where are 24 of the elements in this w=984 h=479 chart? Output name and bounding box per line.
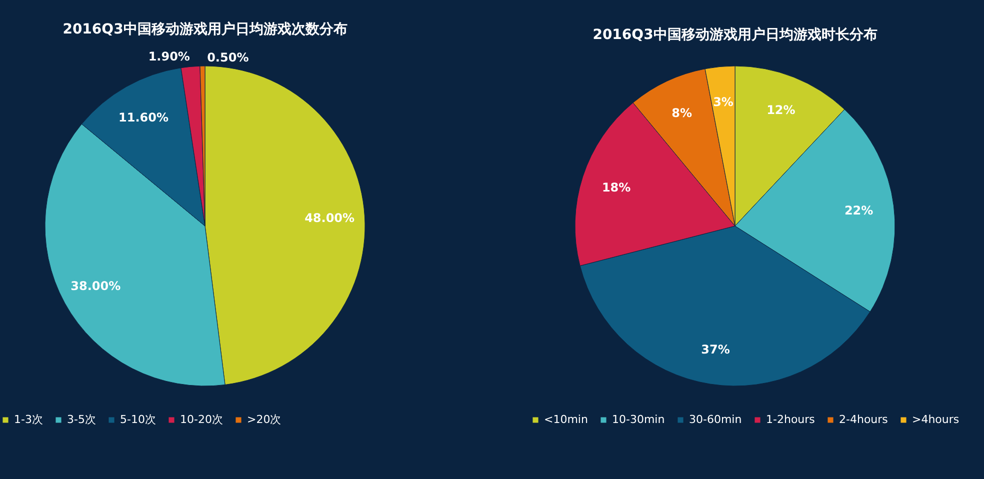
legend-label: 1-3次 [14, 412, 43, 426]
data-label: 48.00% [304, 211, 355, 226]
chart-title: 2016Q3中国移动游戏用户日均游戏次数分布 [62, 20, 348, 38]
legend-label: 10-30min [612, 412, 665, 426]
data-label: 12% [766, 102, 796, 117]
legend-label: 3-5次 [67, 412, 96, 426]
legend-label: >20次 [247, 412, 282, 426]
data-label: 1.90% [148, 49, 190, 64]
data-label: 3% [713, 94, 734, 109]
legend-label: 2-4hours [839, 412, 888, 426]
legend-label: <10min [544, 412, 588, 426]
legend-label: 1-2hours [766, 412, 816, 426]
data-label: 22% [844, 203, 874, 218]
data-label: 11.60% [118, 110, 168, 124]
chart-title: 2016Q3中国移动游戏用户日均游戏时长分布 [592, 26, 878, 43]
legend-label: 30-60min [689, 412, 742, 426]
data-label: 18% [602, 180, 631, 194]
legend-label: 5-10次 [120, 412, 156, 426]
legend-label: 10-20次 [180, 412, 223, 426]
data-label: 8% [672, 106, 692, 120]
legend-label: >4hours [912, 412, 960, 426]
data-label: 0.50% [207, 50, 249, 65]
data-label: 38.00% [70, 279, 121, 294]
data-label: 37% [701, 342, 730, 356]
